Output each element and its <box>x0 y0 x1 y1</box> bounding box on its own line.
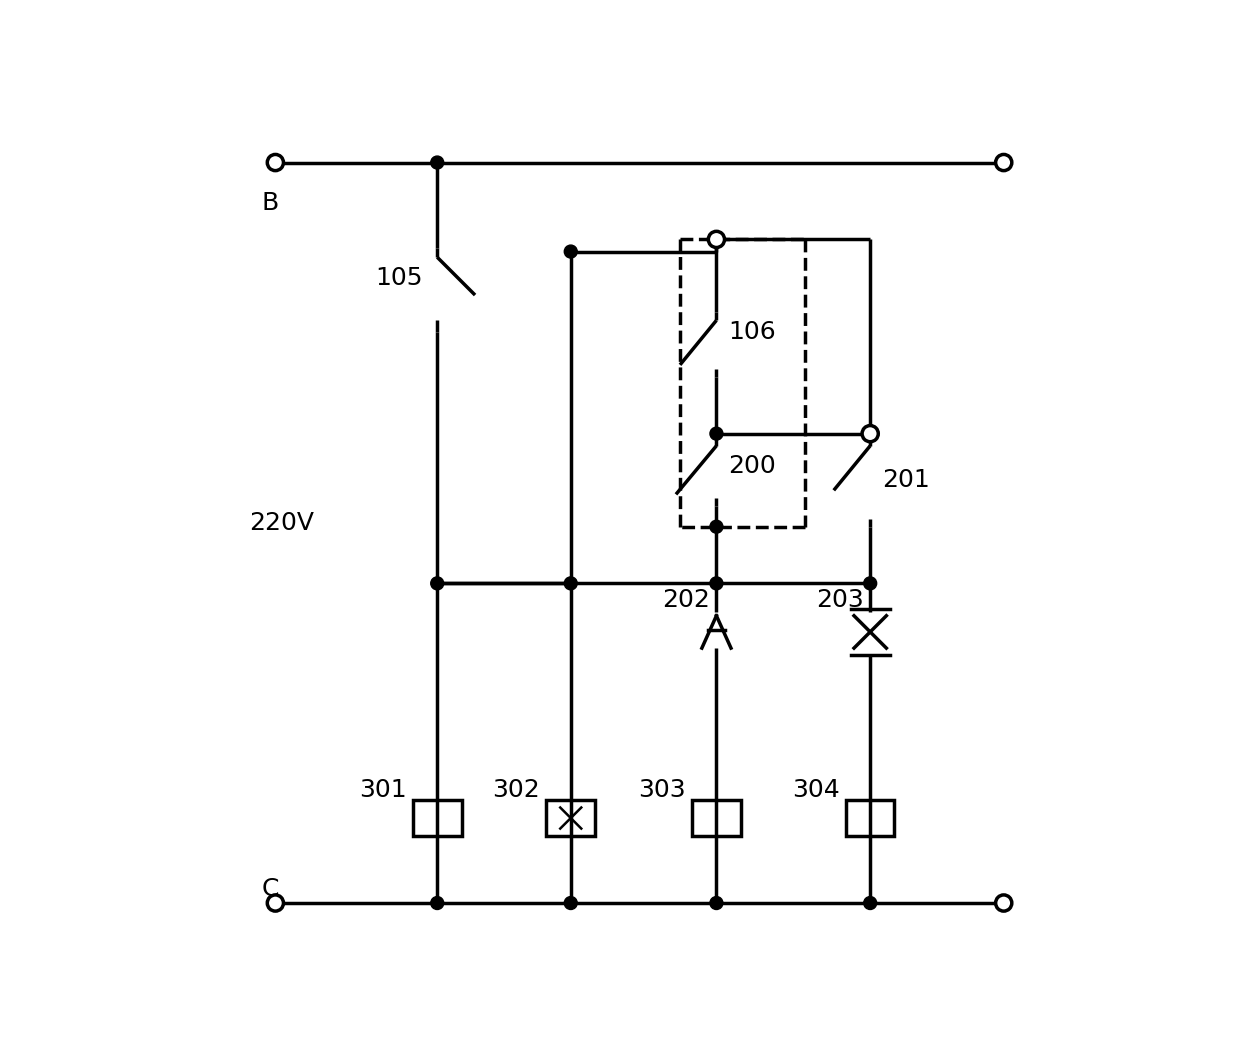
Circle shape <box>564 245 578 259</box>
Circle shape <box>711 577 723 590</box>
Bar <box>846 800 894 837</box>
Text: 106: 106 <box>729 321 776 345</box>
Text: 302: 302 <box>492 778 539 802</box>
Text: C: C <box>262 878 279 901</box>
Text: 220V: 220V <box>249 511 314 535</box>
Circle shape <box>864 897 877 909</box>
Circle shape <box>268 895 284 911</box>
Text: 202: 202 <box>662 588 711 612</box>
Circle shape <box>711 897 723 909</box>
Text: 201: 201 <box>883 468 930 492</box>
Bar <box>547 800 595 837</box>
Circle shape <box>430 156 444 169</box>
Circle shape <box>564 897 578 909</box>
Bar <box>413 800 461 837</box>
Text: 304: 304 <box>791 778 839 802</box>
Circle shape <box>996 154 1012 170</box>
Circle shape <box>430 577 444 590</box>
Text: 301: 301 <box>358 778 407 802</box>
Circle shape <box>564 577 578 590</box>
Text: 105: 105 <box>376 266 423 290</box>
Text: 303: 303 <box>639 778 686 802</box>
Circle shape <box>711 520 723 533</box>
Circle shape <box>708 231 724 248</box>
Circle shape <box>862 426 878 441</box>
Bar <box>692 800 740 837</box>
Text: 200: 200 <box>729 454 776 478</box>
Text: 203: 203 <box>816 588 864 612</box>
Circle shape <box>268 154 284 170</box>
Text: B: B <box>262 191 279 214</box>
Circle shape <box>711 427 723 440</box>
Circle shape <box>996 895 1012 911</box>
Circle shape <box>864 577 877 590</box>
Circle shape <box>430 897 444 909</box>
